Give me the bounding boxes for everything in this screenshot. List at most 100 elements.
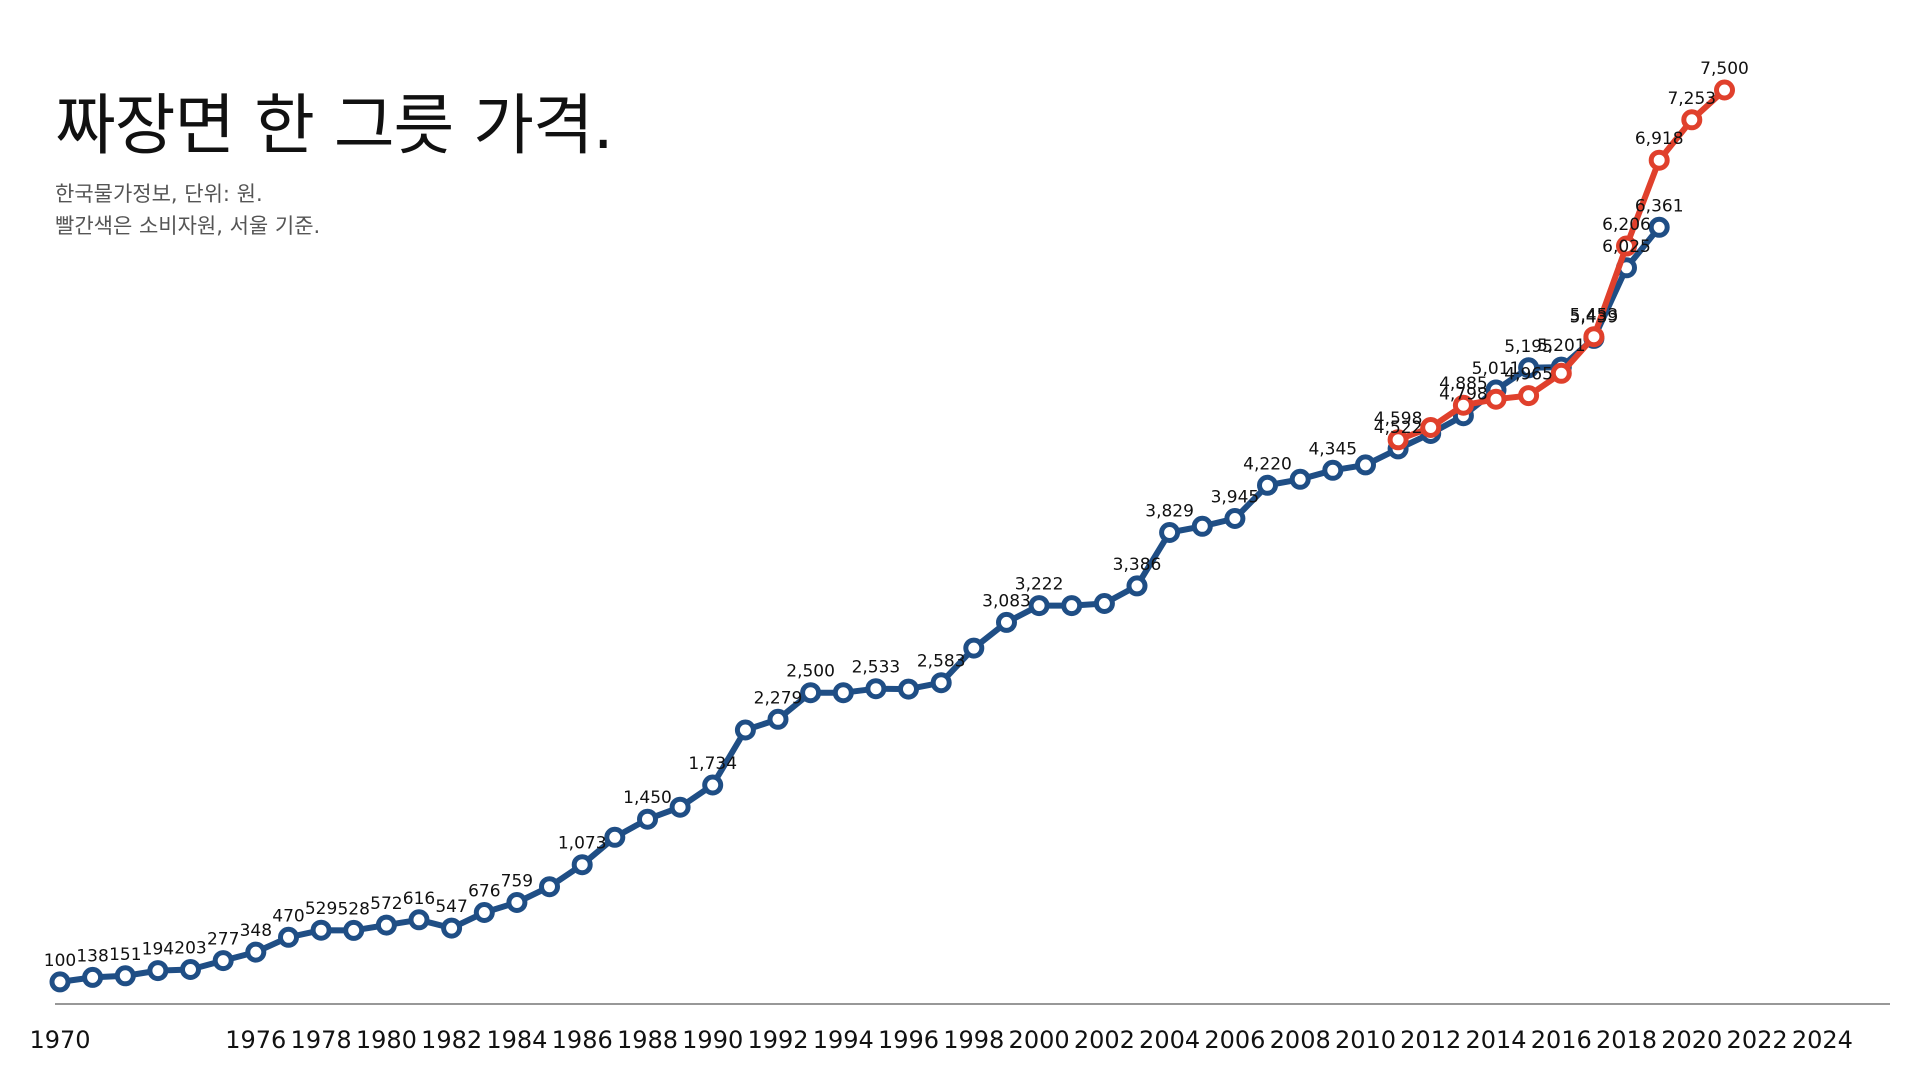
data-label: 7,253 bbox=[1667, 89, 1716, 109]
data-label: 6,206 bbox=[1602, 215, 1651, 235]
data-label: 151 bbox=[109, 945, 141, 965]
subtitle-line-source: 한국물가정보, 단위: 원. bbox=[55, 182, 263, 206]
x-tick-label: 2000 bbox=[1009, 1026, 1070, 1054]
data-label: 277 bbox=[207, 930, 239, 950]
x-tick-label: 1980 bbox=[356, 1026, 417, 1054]
x-tick-label: 1996 bbox=[878, 1026, 939, 1054]
data-point bbox=[278, 926, 299, 948]
data-label: 2,583 bbox=[917, 652, 966, 672]
data-label: 3,222 bbox=[1015, 575, 1064, 595]
data-point bbox=[310, 919, 332, 941]
x-tick-label: 2010 bbox=[1335, 1026, 1396, 1054]
data-point bbox=[212, 950, 234, 972]
data-point bbox=[1485, 388, 1507, 410]
data-point bbox=[506, 892, 528, 913]
data-point bbox=[865, 678, 887, 700]
data-label: 4,220 bbox=[1243, 454, 1292, 474]
series-layer bbox=[49, 79, 1735, 993]
data-point bbox=[1550, 362, 1572, 384]
data-label: 547 bbox=[435, 897, 467, 917]
data-point bbox=[1355, 454, 1376, 476]
chart-subtitle: 한국물가정보, 단위: 원. 빨간색은 소비자원, 서울 기준. bbox=[55, 178, 320, 242]
data-label: 528 bbox=[337, 899, 369, 919]
data-point bbox=[571, 854, 593, 876]
data-label: 5,201 bbox=[1537, 336, 1586, 356]
data-point bbox=[1159, 522, 1181, 543]
data-label: 4,798 bbox=[1439, 385, 1488, 405]
data-point bbox=[637, 808, 658, 830]
data-point bbox=[898, 678, 919, 700]
x-tick-label: 1998 bbox=[943, 1026, 1004, 1054]
x-tick-label: 1990 bbox=[682, 1026, 743, 1054]
x-tick-label: 1994 bbox=[813, 1026, 874, 1054]
x-tick-label: 1970 bbox=[29, 1026, 90, 1054]
data-point bbox=[180, 959, 201, 980]
data-point bbox=[996, 611, 1017, 633]
data-label: 4,885 bbox=[1439, 374, 1488, 394]
data-label: 348 bbox=[240, 921, 272, 941]
data-label: 3,386 bbox=[1113, 555, 1162, 575]
data-label: 7,500 bbox=[1700, 59, 1749, 79]
data-point bbox=[114, 965, 136, 987]
x-tick-label: 2018 bbox=[1596, 1026, 1657, 1054]
data-point bbox=[832, 682, 854, 704]
data-point bbox=[1616, 235, 1637, 257]
data-point bbox=[1028, 595, 1050, 617]
data-point bbox=[1322, 459, 1344, 481]
data-point bbox=[1191, 515, 1213, 537]
data-label: 1,073 bbox=[558, 834, 607, 854]
data-point bbox=[1714, 79, 1735, 101]
data-label: 572 bbox=[370, 894, 402, 914]
data-label: 2,500 bbox=[786, 662, 835, 682]
data-point bbox=[343, 919, 365, 941]
data-label: 529 bbox=[305, 899, 337, 919]
data-label: 5,439 bbox=[1570, 307, 1619, 327]
x-tick-label: 1992 bbox=[747, 1026, 808, 1054]
data-point bbox=[604, 826, 626, 848]
data-label: 6,918 bbox=[1635, 129, 1684, 149]
data-label: 203 bbox=[174, 939, 206, 959]
x-tick-label: 2002 bbox=[1074, 1026, 1135, 1054]
data-point bbox=[1126, 575, 1148, 597]
data-point bbox=[669, 796, 691, 818]
data-label: 5,011 bbox=[1472, 359, 1521, 379]
data-point bbox=[473, 902, 495, 923]
data-point bbox=[963, 637, 985, 659]
data-point bbox=[1061, 595, 1083, 617]
data-point bbox=[930, 672, 952, 694]
data-label: 3,083 bbox=[982, 591, 1031, 611]
data-point bbox=[245, 941, 267, 963]
data-point bbox=[1518, 385, 1540, 407]
data-point bbox=[1583, 326, 1605, 348]
data-label: 470 bbox=[272, 906, 304, 926]
data-label: 5,195 bbox=[1504, 337, 1553, 357]
x-tick-layer: 1970 1976 1978 1980 1982 1984 1986 1988 1990 1992… bbox=[29, 1026, 1852, 1054]
data-point bbox=[539, 876, 560, 898]
x-tick-label: 2020 bbox=[1661, 1026, 1722, 1054]
data-point bbox=[147, 960, 169, 982]
data-label: 4,522 bbox=[1374, 418, 1423, 438]
data-label: 2,279 bbox=[754, 688, 803, 708]
x-tick-label: 1982 bbox=[421, 1026, 482, 1054]
x-tick-label: 2022 bbox=[1727, 1026, 1788, 1054]
series-line-0 bbox=[57, 224, 1663, 985]
x-tick-label: 2006 bbox=[1204, 1026, 1265, 1054]
data-point bbox=[1648, 216, 1670, 238]
data-point bbox=[1452, 394, 1474, 416]
data-label: 6,025 bbox=[1602, 237, 1651, 257]
data-point bbox=[1518, 357, 1540, 379]
data-label: 676 bbox=[468, 882, 500, 902]
x-tick-label: 1976 bbox=[225, 1026, 286, 1054]
subtitle-line-note: 빨간색은 소비자원, 서울 기준. bbox=[55, 214, 321, 238]
data-label: 194 bbox=[142, 940, 174, 960]
data-point bbox=[1420, 417, 1442, 438]
data-point bbox=[734, 719, 756, 741]
data-point bbox=[800, 682, 822, 704]
data-point bbox=[1093, 593, 1115, 614]
x-tick-label: 1978 bbox=[291, 1026, 352, 1054]
x-tick-label: 1986 bbox=[552, 1026, 613, 1054]
data-point bbox=[1387, 429, 1409, 451]
data-label: 759 bbox=[501, 872, 533, 892]
data-point bbox=[408, 909, 430, 931]
x-tick-label: 2004 bbox=[1139, 1026, 1200, 1054]
